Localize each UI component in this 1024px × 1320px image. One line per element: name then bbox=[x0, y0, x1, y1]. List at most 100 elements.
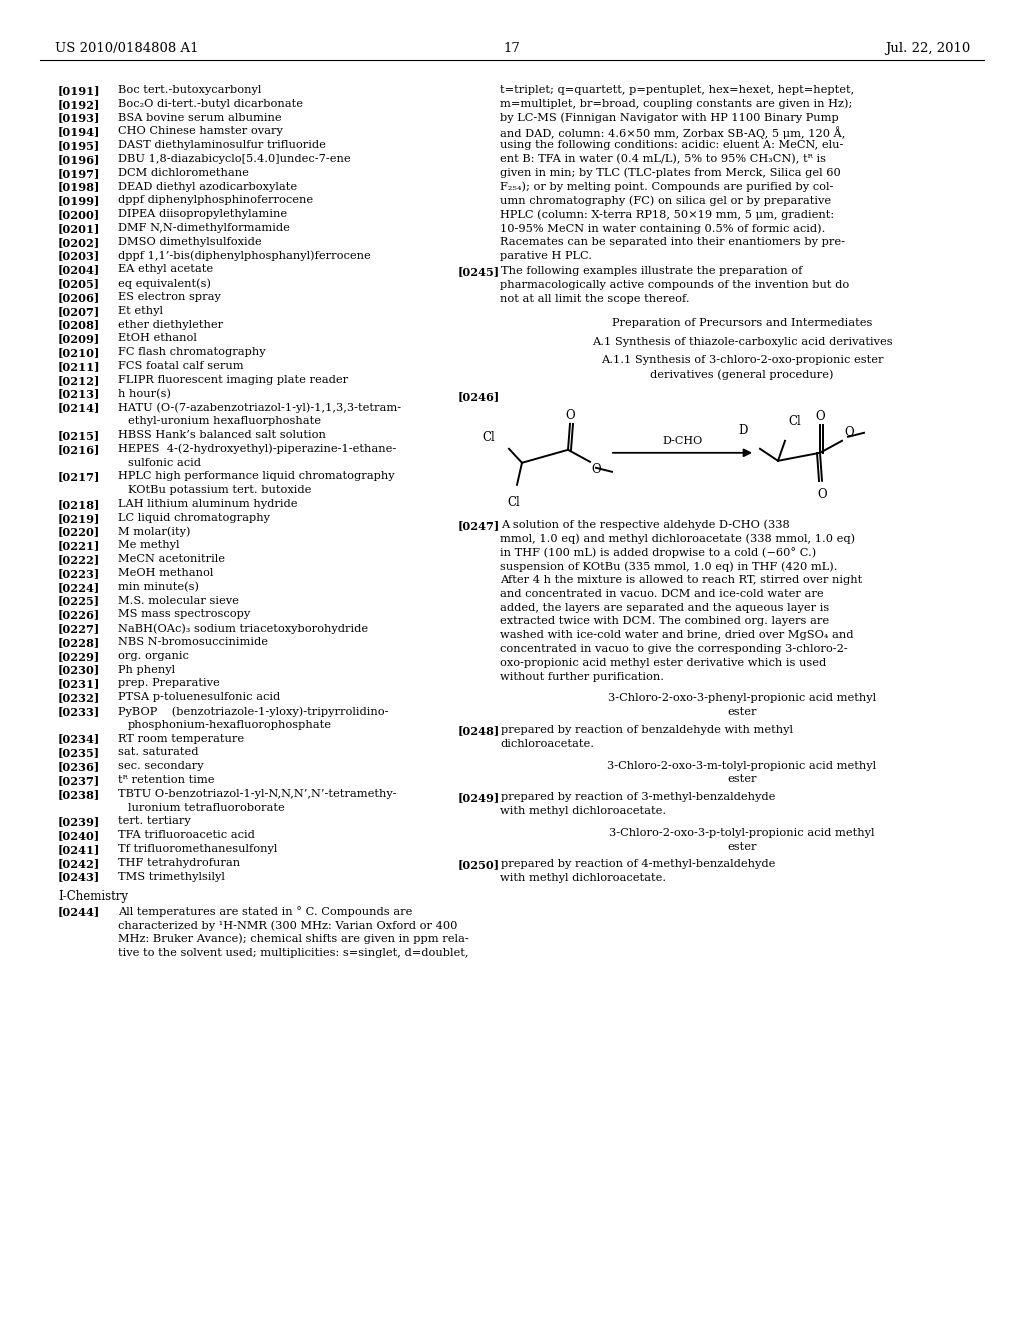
Text: All temperatures are stated in ° C. Compounds are: All temperatures are stated in ° C. Comp… bbox=[118, 907, 413, 917]
Text: BSA bovine serum albumine: BSA bovine serum albumine bbox=[118, 112, 282, 123]
Text: DMSO dimethylsulfoxide: DMSO dimethylsulfoxide bbox=[118, 236, 261, 247]
Text: without further purification.: without further purification. bbox=[500, 672, 664, 681]
Text: derivatives (general procedure): derivatives (general procedure) bbox=[650, 370, 834, 380]
Text: F₂₅₄); or by melting point. Compounds are purified by col-: F₂₅₄); or by melting point. Compounds ar… bbox=[500, 182, 834, 193]
Text: [0199]: [0199] bbox=[58, 195, 100, 206]
Text: 3-Chloro-2-oxo-3-m-tolyl-propionic acid methyl: 3-Chloro-2-oxo-3-m-tolyl-propionic acid … bbox=[607, 760, 877, 771]
Text: Cl: Cl bbox=[482, 432, 495, 445]
Text: with methyl dichloroacetate.: with methyl dichloroacetate. bbox=[500, 874, 667, 883]
Text: D: D bbox=[738, 424, 748, 437]
Text: EtOH ethanol: EtOH ethanol bbox=[118, 334, 197, 343]
Text: [0207]: [0207] bbox=[58, 306, 100, 317]
Text: [0194]: [0194] bbox=[58, 127, 100, 137]
Text: Me methyl: Me methyl bbox=[118, 540, 179, 550]
Text: O: O bbox=[815, 411, 824, 424]
Text: ent B: TFA in water (0.4 mL/L), 5% to 95% CH₃CN), tᴿ is: ent B: TFA in water (0.4 mL/L), 5% to 95… bbox=[500, 154, 826, 165]
Text: DMF N,N-dimethylformamide: DMF N,N-dimethylformamide bbox=[118, 223, 290, 234]
Text: [0195]: [0195] bbox=[58, 140, 100, 152]
Text: oxo-propionic acid methyl ester derivative which is used: oxo-propionic acid methyl ester derivati… bbox=[500, 657, 826, 668]
Text: tive to the solvent used; multiplicities: s=singlet, d=doublet,: tive to the solvent used; multiplicities… bbox=[118, 948, 469, 957]
Text: [0220]: [0220] bbox=[58, 527, 100, 537]
Text: sulfonic acid: sulfonic acid bbox=[128, 458, 201, 467]
Text: using the following conditions: acidic: eluent A: MeCN, elu-: using the following conditions: acidic: … bbox=[500, 140, 844, 150]
Text: MeOH methanol: MeOH methanol bbox=[118, 568, 213, 578]
Text: [0238]: [0238] bbox=[58, 789, 100, 800]
Text: M molar(ity): M molar(ity) bbox=[118, 527, 190, 537]
Text: mmol, 1.0 eq) and methyl dichloroacetate (338 mmol, 1.0 eq): mmol, 1.0 eq) and methyl dichloroacetate… bbox=[500, 533, 855, 544]
Text: [0223]: [0223] bbox=[58, 568, 100, 579]
Text: M.S. molecular sieve: M.S. molecular sieve bbox=[118, 595, 239, 606]
Text: After 4 h the mixture is allowed to reach RT, stirred over night: After 4 h the mixture is allowed to reac… bbox=[500, 576, 862, 585]
Text: [0234]: [0234] bbox=[58, 734, 100, 744]
Text: sat. saturated: sat. saturated bbox=[118, 747, 199, 758]
Text: 10-95% MeCN in water containing 0.5% of formic acid).: 10-95% MeCN in water containing 0.5% of … bbox=[500, 223, 825, 234]
Text: concentrated in vacuo to give the corresponding 3-chloro-2-: concentrated in vacuo to give the corres… bbox=[500, 644, 848, 653]
Text: [0203]: [0203] bbox=[58, 251, 100, 261]
Text: tert. tertiary: tert. tertiary bbox=[118, 816, 190, 826]
Text: tᴿ retention time: tᴿ retention time bbox=[118, 775, 214, 785]
Text: LAH lithium aluminum hydride: LAH lithium aluminum hydride bbox=[118, 499, 298, 510]
Text: A.1 Synthesis of thiazole-carboxylic acid derivatives: A.1 Synthesis of thiazole-carboxylic aci… bbox=[592, 337, 892, 347]
Text: DAST diethylaminosulfur trifluoride: DAST diethylaminosulfur trifluoride bbox=[118, 140, 326, 150]
Text: pharmacologically active compounds of the invention but do: pharmacologically active compounds of th… bbox=[500, 280, 849, 290]
Text: [0232]: [0232] bbox=[58, 692, 100, 704]
Text: m=multiplet, br=broad, coupling constants are given in Hz);: m=multiplet, br=broad, coupling constant… bbox=[500, 99, 852, 110]
Text: MHz: Bruker Avance); chemical shifts are given in ppm rela-: MHz: Bruker Avance); chemical shifts are… bbox=[118, 933, 469, 944]
Text: [0219]: [0219] bbox=[58, 512, 100, 524]
Text: given in min; by TLC (TLC-plates from Merck, Silica gel 60: given in min; by TLC (TLC-plates from Me… bbox=[500, 168, 841, 178]
Text: characterized by ¹H-NMR (300 MHz: Varian Oxford or 400: characterized by ¹H-NMR (300 MHz: Varian… bbox=[118, 920, 458, 931]
Text: HPLC high performance liquid chromatography: HPLC high performance liquid chromatogra… bbox=[118, 471, 394, 482]
Text: t=triplet; q=quartett, p=pentuplet, hex=hexet, hept=heptet,: t=triplet; q=quartett, p=pentuplet, hex=… bbox=[500, 84, 854, 95]
Text: NBS N-bromosuccinimide: NBS N-bromosuccinimide bbox=[118, 638, 268, 647]
Text: EA ethyl acetate: EA ethyl acetate bbox=[118, 264, 213, 275]
Text: prepared by reaction of 4-methyl-benzaldehyde: prepared by reaction of 4-methyl-benzald… bbox=[501, 859, 775, 870]
Text: [0250]: [0250] bbox=[458, 859, 500, 870]
Text: [0200]: [0200] bbox=[58, 209, 100, 220]
Text: [0216]: [0216] bbox=[58, 444, 100, 455]
Text: [0235]: [0235] bbox=[58, 747, 100, 759]
Text: DBU 1,8-diazabicyclo[5.4.0]undec-7-ene: DBU 1,8-diazabicyclo[5.4.0]undec-7-ene bbox=[118, 154, 350, 164]
Text: [0229]: [0229] bbox=[58, 651, 100, 661]
Text: Preparation of Precursors and Intermediates: Preparation of Precursors and Intermedia… bbox=[611, 318, 872, 327]
Text: [0243]: [0243] bbox=[58, 871, 100, 883]
Text: [0201]: [0201] bbox=[58, 223, 100, 234]
Text: THF tetrahydrofuran: THF tetrahydrofuran bbox=[118, 858, 240, 867]
Text: DIPEA diisopropylethylamine: DIPEA diisopropylethylamine bbox=[118, 209, 287, 219]
Text: O: O bbox=[565, 409, 574, 422]
Text: Tf trifluoromethanesulfonyl: Tf trifluoromethanesulfonyl bbox=[118, 843, 278, 854]
Text: [0244]: [0244] bbox=[58, 907, 100, 917]
Text: [0210]: [0210] bbox=[58, 347, 100, 358]
Text: prepared by reaction of 3-methyl-benzaldehyde: prepared by reaction of 3-methyl-benzald… bbox=[501, 792, 775, 803]
Text: eq equivalent(s): eq equivalent(s) bbox=[118, 279, 211, 289]
Text: min minute(s): min minute(s) bbox=[118, 582, 199, 593]
Text: DCM dichloromethane: DCM dichloromethane bbox=[118, 168, 249, 178]
Text: I-Chemistry: I-Chemistry bbox=[58, 891, 128, 903]
Text: [0239]: [0239] bbox=[58, 816, 100, 828]
Text: extracted twice with DCM. The combined org. layers are: extracted twice with DCM. The combined o… bbox=[500, 616, 829, 627]
Text: prepared by reaction of benzaldehyde with methyl: prepared by reaction of benzaldehyde wit… bbox=[501, 725, 793, 735]
Text: ester: ester bbox=[727, 842, 757, 851]
Text: in THF (100 mL) is added dropwise to a cold (−60° C.): in THF (100 mL) is added dropwise to a c… bbox=[500, 548, 816, 558]
Text: with methyl dichloroacetate.: with methyl dichloroacetate. bbox=[500, 807, 667, 816]
Text: [0218]: [0218] bbox=[58, 499, 100, 510]
Text: dppf diphenylphosphinoferrocene: dppf diphenylphosphinoferrocene bbox=[118, 195, 313, 206]
Text: suspension of KOtBu (335 mmol, 1.0 eq) in THF (420 mL).: suspension of KOtBu (335 mmol, 1.0 eq) i… bbox=[500, 561, 838, 572]
Text: HBSS Hank’s balanced salt solution: HBSS Hank’s balanced salt solution bbox=[118, 430, 326, 440]
Text: D-CHO: D-CHO bbox=[663, 436, 702, 446]
Text: HEPES  4-(2-hydroxyethyl)-piperazine-1-ethane-: HEPES 4-(2-hydroxyethyl)-piperazine-1-et… bbox=[118, 444, 396, 454]
Text: TBTU O-benzotriazol-1-yl-N,N,N’,N’-tetramethy-: TBTU O-benzotriazol-1-yl-N,N,N’,N’-tetra… bbox=[118, 789, 396, 799]
Text: PTSA p-toluenesulfonic acid: PTSA p-toluenesulfonic acid bbox=[118, 692, 281, 702]
Text: [0227]: [0227] bbox=[58, 623, 100, 634]
Text: [0221]: [0221] bbox=[58, 540, 100, 552]
Text: Ph phenyl: Ph phenyl bbox=[118, 664, 175, 675]
Text: PyBOP    (benzotriazole-1-yloxy)-tripyrrolidino-: PyBOP (benzotriazole-1-yloxy)-tripyrroli… bbox=[118, 706, 388, 717]
Text: [0213]: [0213] bbox=[58, 388, 100, 400]
Text: Boc tert.-butoxycarbonyl: Boc tert.-butoxycarbonyl bbox=[118, 84, 261, 95]
Text: US 2010/0184808 A1: US 2010/0184808 A1 bbox=[55, 42, 199, 55]
Text: [0209]: [0209] bbox=[58, 334, 100, 345]
Text: O: O bbox=[817, 488, 826, 500]
Text: [0242]: [0242] bbox=[58, 858, 100, 869]
Text: [0237]: [0237] bbox=[58, 775, 100, 785]
Text: MS mass spectroscopy: MS mass spectroscopy bbox=[118, 610, 250, 619]
Text: [0215]: [0215] bbox=[58, 430, 100, 441]
